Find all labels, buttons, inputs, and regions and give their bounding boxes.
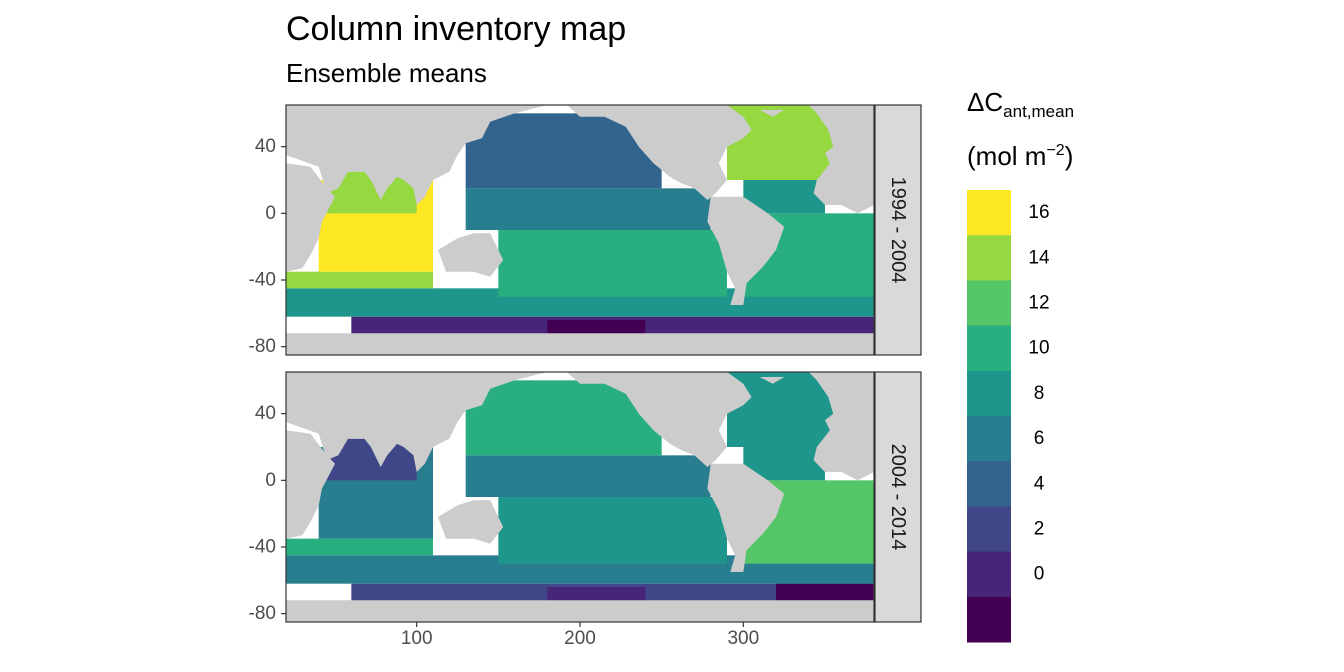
land-mask-4 [566,372,752,467]
map-panel-2 [286,372,874,622]
land-mask-3 [437,500,504,544]
region-tropical-pacific [465,455,711,497]
y-tick-label: 0 [265,470,276,491]
y-tick-label: -40 [249,270,276,291]
facet-strip-1: 1994 - 2004 [874,104,922,356]
y-tick-label: 0 [265,203,276,224]
region-tropical-pacific [465,188,711,230]
legend-title-unit: (mol m−2) [967,141,1073,171]
y-tick-label: -40 [249,537,276,558]
legend-bin [967,461,1011,507]
legend-bin [967,325,1011,372]
color-legend: ΔCant,mean (mol m−2) 0 2 4 6 8 10 12 14 16 [967,87,1074,643]
region-southern-indian-subtropics [286,271,433,289]
legend-bin [967,596,1011,643]
legend-title-subscript: ant,mean [1003,102,1074,121]
legend-break-label: 10 [1028,338,1049,359]
land-mask-5 [707,196,785,305]
legend-break-label: 6 [1034,428,1045,449]
chart-title: Column inventory map [286,10,627,48]
legend-bin [967,280,1011,327]
land-mask-5 [707,463,785,572]
y-tick-label: 40 [255,403,276,424]
facet-strip-2: 2004 - 2014 [874,371,922,623]
region-south-pacific-subtropical [498,497,727,564]
land-mask-2 [286,430,335,539]
facet-label: 2004 - 2014 [887,444,909,551]
x-tick-label: 300 [727,628,759,649]
legend-title-exponent: −2 [1046,142,1064,159]
legend-break-label: 0 [1034,564,1045,585]
land-mask-2 [286,163,335,272]
y-tick-label: 40 [255,136,276,157]
legend-break-label: 8 [1034,383,1045,404]
y-tick-label: -80 [249,603,276,624]
legend-bin [967,551,1011,598]
region-south-pacific-subtropical [498,230,727,297]
land-mask-8 [759,377,785,384]
land-mask-1 [286,105,548,205]
x-tick-label: 100 [401,628,433,649]
region-southern-indian-subtropics [286,538,433,556]
legend-break-label: 16 [1028,202,1049,223]
x-tick-label: 200 [564,628,596,649]
land-mask-6 [808,372,874,481]
land-mask-7 [286,600,874,622]
land-mask-3 [437,233,504,277]
facet-label: 1994 - 2004 [887,177,909,284]
legend-break-label: 12 [1028,293,1049,314]
legend-bin [967,190,1011,236]
legend-bin [967,235,1011,281]
legend-bin [967,416,1011,462]
legend-break-label: 14 [1028,247,1050,268]
legend-break-label: 2 [1034,519,1045,540]
land-mask-4 [566,105,752,200]
legend-title-main: ΔCant,mean [967,87,1074,121]
land-mask-6 [808,105,874,214]
map-panel-1 [286,105,874,355]
land-mask-8 [759,110,785,117]
panel-border [285,104,875,356]
legend-break-label: 4 [1034,473,1045,494]
legend-bin [967,370,1011,417]
chart-subtitle: Ensemble means [286,58,487,88]
y-tick-label: -80 [249,336,276,357]
legend-bin [967,506,1011,553]
land-mask-7 [286,333,874,355]
land-mask-1 [286,372,548,472]
